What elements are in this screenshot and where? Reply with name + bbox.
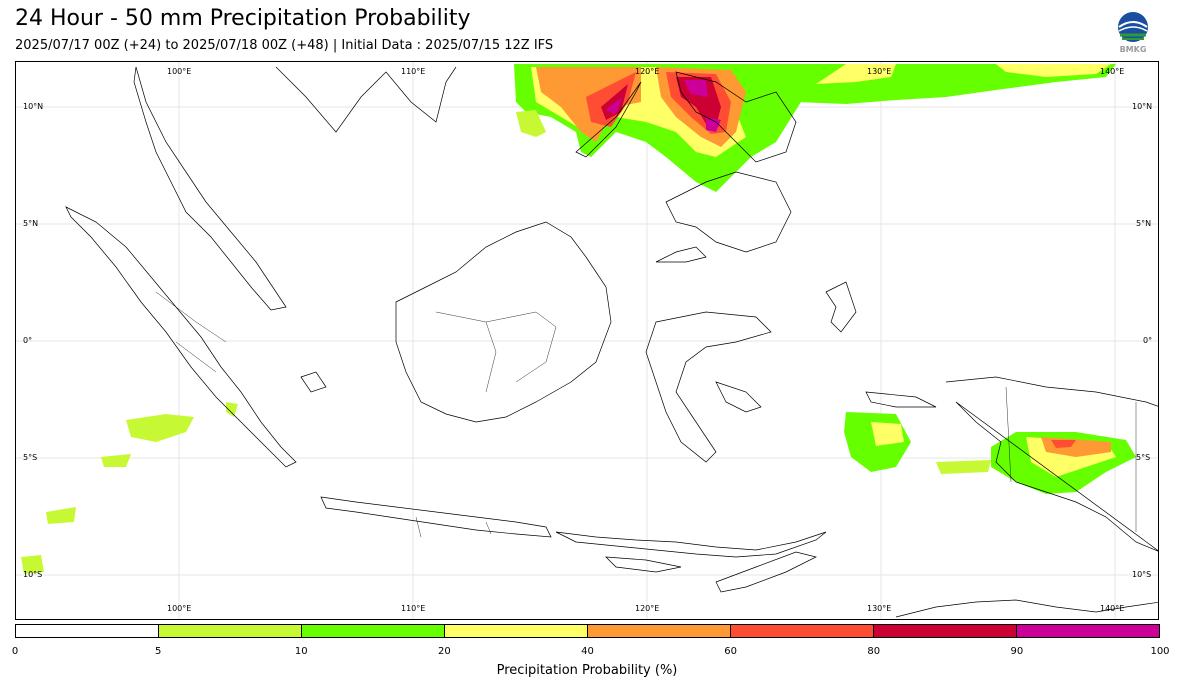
colorbar-segment bbox=[16, 625, 158, 637]
colorbar-tick-label: 10 bbox=[294, 646, 308, 657]
coast-luzon-visayas bbox=[675, 71, 797, 163]
colorbar-segment bbox=[301, 625, 444, 637]
precip-yellow-ne bbox=[996, 64, 1111, 77]
chart-subtitle: 2025/07/17 00Z (+24) to 2025/07/18 00Z (… bbox=[15, 38, 554, 53]
graticule bbox=[16, 62, 1158, 619]
lon-label-bottom-140: 140°E bbox=[1100, 604, 1125, 613]
lat-label-left-5s: 5°S bbox=[23, 453, 38, 462]
coast-indochina bbox=[275, 66, 457, 133]
colorbar-tick-label: 60 bbox=[724, 646, 737, 657]
precip-sw-4 bbox=[46, 507, 76, 524]
precip-sw-2 bbox=[101, 454, 131, 467]
coast-mindanao bbox=[665, 171, 792, 253]
lon-label-bottom-100: 100°E bbox=[167, 604, 192, 613]
precip-band-north-edge bbox=[516, 110, 546, 137]
coast-malay-peninsula bbox=[133, 66, 287, 311]
coast-seram bbox=[865, 391, 937, 408]
precip-field bbox=[21, 64, 1136, 574]
colorbar-tick-label: 20 bbox=[438, 646, 451, 657]
lat-label-right-0: 0° bbox=[1143, 336, 1153, 345]
precip-crimson-2 bbox=[676, 77, 721, 127]
coast-lesser-sunda bbox=[555, 531, 827, 558]
chart-title: 24 Hour - 50 mm Precipitation Probabilit… bbox=[15, 6, 471, 31]
coast-australia bbox=[895, 599, 1158, 618]
lon-label-bottom-130: 130°E bbox=[867, 604, 892, 613]
coastlines bbox=[65, 66, 1158, 618]
lon-label-bottom-120: 120°E bbox=[635, 604, 660, 613]
colorbar-segment bbox=[158, 625, 301, 637]
coast-borneo bbox=[395, 221, 612, 423]
coast-bali-flores bbox=[605, 556, 682, 573]
colorbar-segment bbox=[1016, 625, 1159, 637]
lon-label-top-110: 110°E bbox=[401, 67, 426, 76]
lat-label-left-5n: 5°N bbox=[23, 219, 39, 228]
coast-palawan bbox=[575, 81, 642, 158]
colorbar bbox=[15, 624, 1160, 638]
colorbar-tick-label: 0 bbox=[11, 646, 19, 657]
admin-borders bbox=[155, 291, 1137, 538]
lon-label-top-120: 120°E bbox=[635, 67, 660, 76]
coast-new-guinea bbox=[945, 376, 1158, 552]
precip-sw-3 bbox=[21, 555, 44, 574]
lon-label-bottom-110: 110°E bbox=[401, 604, 426, 613]
colorbar-segment bbox=[730, 625, 873, 637]
coast-halmahera bbox=[825, 281, 857, 333]
colorbar-tick-label: 80 bbox=[867, 646, 881, 657]
colorbar-tick-label: 5 bbox=[154, 646, 162, 657]
coast-sumatra bbox=[65, 206, 297, 468]
coast-sulawesi-se bbox=[715, 381, 762, 413]
precip-crimson-1 bbox=[601, 84, 628, 120]
colorbar-segment bbox=[444, 625, 587, 637]
bmkg-logo: BMKG bbox=[1115, 11, 1151, 55]
map-panel: 100°E 110°E 120°E 130°E 140°E 100°E 110°… bbox=[15, 61, 1159, 620]
coast-sulu bbox=[655, 246, 707, 263]
precip-banda bbox=[936, 460, 991, 474]
colorbar-segment bbox=[587, 625, 730, 637]
precip-sw-1 bbox=[126, 414, 194, 442]
precip-sumatra bbox=[226, 402, 238, 417]
colorbar-tick-label: 100 bbox=[1150, 646, 1170, 657]
colorbar-title: Precipitation Probability (%) bbox=[496, 663, 678, 678]
lat-label-left-10s: 10°S bbox=[23, 570, 43, 579]
colorbar-segment bbox=[873, 625, 1016, 637]
svg-text:BMKG: BMKG bbox=[1120, 45, 1147, 54]
lon-label-top-130: 130°E bbox=[867, 67, 892, 76]
lat-label-right-5s: 5°S bbox=[1136, 453, 1151, 462]
lon-label-top-100: 100°E bbox=[167, 67, 192, 76]
lat-label-left-0: 0° bbox=[23, 336, 33, 345]
coast-bangka bbox=[300, 371, 327, 393]
colorbar-tick-label: 40 bbox=[581, 646, 594, 657]
colorbar-tick-label: 90 bbox=[1010, 646, 1024, 657]
precip-magenta-3 bbox=[706, 117, 721, 132]
precip-papua-red bbox=[1051, 440, 1076, 448]
coast-sulawesi bbox=[645, 311, 772, 463]
coast-timor bbox=[715, 551, 818, 593]
lat-label-right-10n: 10°N bbox=[1132, 102, 1153, 111]
lat-label-right-5n: 5°N bbox=[1136, 219, 1152, 228]
lat-label-left-10n: 10°N bbox=[23, 102, 44, 111]
lon-label-top-140: 140°E bbox=[1100, 67, 1125, 76]
lat-label-right-10s: 10°S bbox=[1132, 570, 1152, 579]
coast-java bbox=[320, 496, 552, 538]
precip-yellow-east bbox=[816, 64, 896, 84]
precip-magenta-1 bbox=[606, 97, 622, 114]
precip-maluku-yellow bbox=[871, 422, 904, 446]
precip-magenta-2 bbox=[684, 80, 708, 97]
